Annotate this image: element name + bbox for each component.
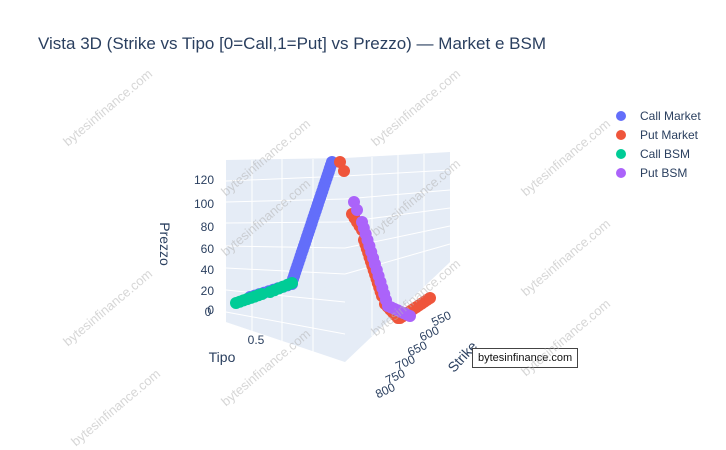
chart-title: Vista 3D (Strike vs Tipo [0=Call,1=Put] … — [38, 34, 546, 53]
y-axis-title: Tipo — [209, 349, 236, 365]
legend-marker — [616, 148, 626, 159]
z-tick-label: 100 — [194, 197, 214, 211]
z-tick-label: 60 — [201, 242, 215, 256]
legend-label: Put Market — [640, 127, 699, 142]
marker-call-bsm[interactable] — [286, 277, 298, 289]
marker-put-market[interactable] — [424, 292, 436, 304]
legend-label: Put BSM — [640, 165, 688, 180]
z-axis-title: Prezzo — [157, 222, 173, 266]
legend-item-put-market[interactable]: Put Market — [612, 125, 701, 144]
marker-put-bsm[interactable] — [351, 204, 363, 216]
scene-panels — [226, 152, 450, 362]
watermark-label: bytesinfinance.com — [472, 348, 579, 368]
legend-item-put-bsm[interactable]: Put BSM — [612, 163, 701, 182]
chart-marks — [230, 156, 436, 324]
legend-item-call-market[interactable]: Call Market — [612, 106, 701, 125]
z-tick-label: 20 — [201, 284, 215, 298]
z-tick-label: 80 — [201, 220, 215, 234]
legend-marker — [616, 129, 626, 140]
legend-item-call-bsm[interactable]: Call BSM — [612, 144, 701, 163]
z-tick-label: 0 — [207, 303, 214, 317]
marker-put-bsm[interactable] — [404, 310, 416, 322]
y-tick-label: 0.5 — [248, 333, 265, 347]
z-tick-label: 40 — [201, 263, 215, 277]
marker-put-market[interactable] — [334, 156, 346, 168]
legend-label: Call Market — [640, 108, 701, 123]
legend-marker — [616, 167, 626, 178]
legend: Call Market Put Market Call BSM Put BSM — [612, 106, 701, 182]
z-tick-label: 120 — [194, 173, 214, 187]
y-tick-label: 0 — [205, 305, 212, 319]
legend-marker — [616, 110, 626, 121]
marker-put-market[interactable] — [338, 165, 350, 177]
axis-text: 020406080100120Prezzo00.5Tipo55060065070… — [157, 173, 480, 401]
legend-label: Call BSM — [640, 146, 691, 161]
